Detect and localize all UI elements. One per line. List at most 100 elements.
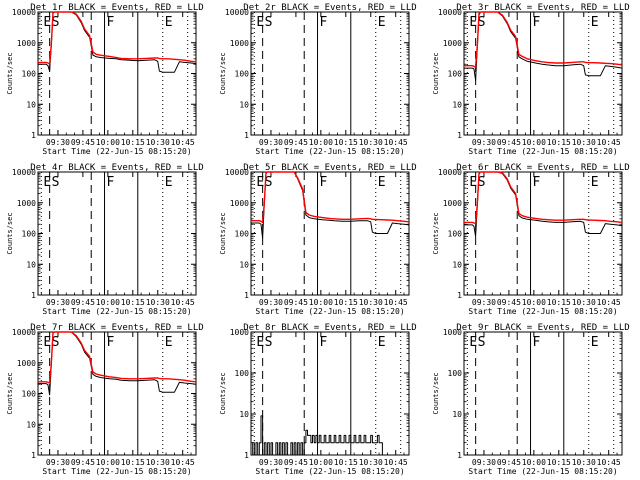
plot-frame [463, 11, 623, 136]
marker-label: S [478, 15, 486, 30]
y-axis-label: Counts/sec [6, 212, 14, 254]
y-tick-label: 100 [448, 369, 463, 378]
y-axis-label: Counts/sec [219, 372, 227, 414]
panel-det-1: Det 1r BLACK = Events, RED = LLD 1 10 100 10… [6, 3, 204, 156]
panel-det-9: Det 9r BLACK = Events, RED = LLD 1 10 100 10… [432, 323, 630, 476]
marker-label: S [52, 175, 60, 190]
x-tick-label: 10:00 [96, 138, 120, 147]
x-tick-label: 09:45 [71, 458, 95, 467]
x-tick-label: 09:45 [497, 138, 521, 147]
x-tick-label: 10:15 [547, 458, 571, 467]
y-tick-label: 1 [244, 291, 249, 300]
x-tick-label: 10:30 [359, 298, 383, 307]
x-tick-label: 10:30 [146, 298, 170, 307]
marker-label: E [43, 335, 51, 350]
y-tick-label: 1 [244, 451, 249, 460]
y-tick-label: 100 [22, 390, 37, 399]
marker-label: E [43, 175, 51, 190]
x-tick-label: 09:45 [284, 458, 308, 467]
x-tick-label: 10:30 [146, 458, 170, 467]
y-tick-label: 1000 [443, 328, 462, 337]
y-tick-label: 10000 [12, 328, 36, 337]
y-tick-label: 10000 [12, 8, 36, 17]
marker-label: F [533, 335, 541, 350]
panel-det-4: Det 4r BLACK = Events, RED = LLD 1 10 100 10… [6, 163, 204, 316]
y-tick-label: 1000 [17, 359, 36, 368]
y-tick-label: 10 [239, 260, 249, 269]
y-tick-label: 100 [235, 369, 250, 378]
x-axis-label: Start Time (22-Jun-15 08:15:20) [42, 467, 191, 476]
x-tick-label: 09:45 [284, 298, 308, 307]
marker-label: E [591, 335, 599, 350]
x-tick-label: 10:45 [171, 138, 195, 147]
x-tick-label: 10:30 [572, 298, 596, 307]
panel-title: Det 8r BLACK = Events, RED = LLD [243, 323, 416, 333]
y-axis-label: Counts/sec [6, 52, 14, 94]
x-tick-label: 10:15 [334, 138, 358, 147]
y-tick-label: 1 [244, 131, 249, 140]
panel-title: Det 4r BLACK = Events, RED = LLD [30, 163, 203, 173]
panel-title: Det 6r BLACK = Events, RED = LLD [456, 163, 629, 173]
marker-label: E [469, 335, 477, 350]
plot-frame [37, 11, 197, 136]
marker-label: E [256, 15, 264, 30]
marker-label: F [107, 335, 115, 350]
x-tick-label: 10:00 [96, 298, 120, 307]
y-tick-label: 100 [235, 70, 250, 79]
series-line-lld [38, 331, 197, 384]
y-axis-label: Counts/sec [432, 212, 440, 254]
panel-title: Det 5r BLACK = Events, RED = LLD [243, 163, 416, 173]
x-tick-label: 10:45 [384, 298, 408, 307]
y-tick-label: 1 [31, 291, 36, 300]
series-line-lld [38, 11, 197, 65]
plot-frame [37, 171, 197, 296]
marker-label: E [165, 175, 173, 190]
y-tick-label: 100 [22, 70, 37, 79]
y-tick-label: 100 [235, 230, 250, 239]
plot-frame [37, 331, 197, 456]
marker-label: S [265, 15, 273, 30]
marker-label: F [320, 175, 328, 190]
marker-label: E [469, 175, 477, 190]
x-axis-label: Start Time (22-Jun-15 08:15:20) [255, 467, 404, 476]
panel-title: Det 7r BLACK = Events, RED = LLD [30, 323, 203, 333]
x-tick-label: 09:30 [46, 458, 70, 467]
x-tick-label: 09:30 [472, 138, 496, 147]
x-tick-label: 10:00 [309, 138, 333, 147]
x-tick-label: 09:30 [259, 138, 283, 147]
y-tick-label: 10000 [225, 168, 249, 177]
y-tick-label: 100 [448, 230, 463, 239]
x-tick-label: 10:15 [121, 138, 145, 147]
plot-frame [463, 331, 623, 456]
panel-det-7: Det 7r BLACK = Events, RED = LLD 1 10 100 10… [6, 323, 204, 476]
x-tick-label: 10:00 [309, 298, 333, 307]
x-tick-label: 10:15 [334, 298, 358, 307]
marker-label: S [478, 175, 486, 190]
x-tick-label: 10:30 [572, 138, 596, 147]
x-tick-label: 09:30 [46, 138, 70, 147]
marker-label: E [378, 15, 386, 30]
y-axis-label: Counts/sec [432, 52, 440, 94]
marker-label: E [165, 15, 173, 30]
x-axis-label: Start Time (22-Jun-15 08:15:20) [42, 307, 191, 316]
x-tick-label: 10:45 [597, 138, 621, 147]
marker-label: F [320, 335, 328, 350]
x-tick-label: 10:45 [597, 458, 621, 467]
series-line-lld [251, 171, 410, 224]
panel-det-5: Det 5r BLACK = Events, RED = LLD 1 10 100 10… [219, 163, 417, 316]
marker-label: F [107, 15, 115, 30]
series-line-events [251, 415, 386, 456]
x-tick-label: 10:15 [121, 458, 145, 467]
x-tick-label: 09:30 [472, 298, 496, 307]
y-tick-label: 10 [26, 420, 36, 429]
x-tick-label: 09:30 [472, 458, 496, 467]
panel-title: Det 9r BLACK = Events, RED = LLD [456, 323, 629, 333]
panel-title: Det 1r BLACK = Events, RED = LLD [30, 3, 203, 13]
x-tick-label: 10:00 [522, 138, 546, 147]
y-axis-label: Counts/sec [6, 372, 14, 414]
x-tick-label: 10:45 [384, 458, 408, 467]
x-tick-label: 09:30 [46, 298, 70, 307]
y-axis-label: Counts/sec [432, 372, 440, 414]
marker-label: E [469, 15, 477, 30]
